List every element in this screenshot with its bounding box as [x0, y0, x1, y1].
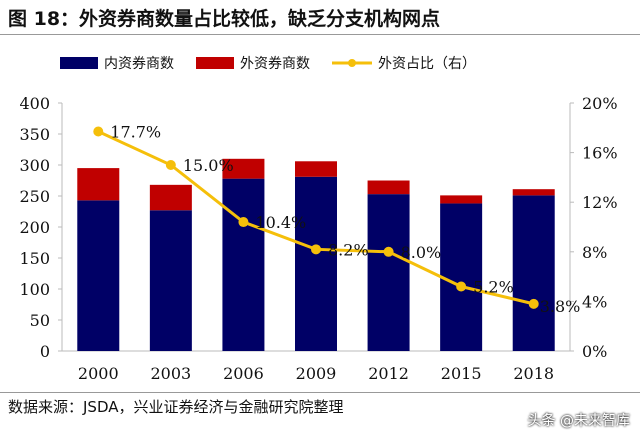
y-tick-label: 350 [19, 125, 50, 144]
x-tick-label: 2012 [368, 364, 409, 383]
y-tick-label: 300 [19, 156, 50, 175]
legend-label: 外资券商数 [240, 56, 310, 72]
bar-foreign [295, 161, 337, 177]
figure-title: 图 18：外资券商数量占比较低，缺乏分支机构网点 [8, 8, 441, 30]
bar-foreign [367, 180, 410, 195]
legend-item-share: 外资占比（右） [332, 53, 476, 73]
x-tick-label: 2015 [441, 364, 482, 383]
source-note: 数据来源：JSDA，兴业证券经济与金融研究院整理 [8, 398, 344, 416]
y2-tick-label: 12% [582, 193, 618, 212]
share-point [383, 246, 394, 257]
y-tick-label: 250 [19, 187, 50, 206]
legend-swatch-foreign [196, 57, 234, 69]
bar-domestic [440, 203, 483, 351]
x-tick-label: 2000 [78, 364, 119, 383]
bar-domestic [149, 210, 192, 351]
y-tick-label: 200 [19, 218, 50, 237]
watermark: 头条 @未来智库 [527, 413, 630, 429]
y2-tick-label: 16% [582, 144, 618, 163]
bar-domestic [367, 194, 410, 351]
bar-domestic [512, 195, 555, 351]
legend-item-foreign: 外资券商数 [196, 53, 310, 73]
y2-tick-label: 0% [582, 342, 607, 361]
y2-tick-label: 20% [582, 94, 618, 113]
bar-foreign [222, 158, 265, 179]
legend-label: 外资占比（右） [378, 56, 476, 72]
share-data-label: 17.7% [110, 123, 161, 142]
share-point [93, 126, 104, 137]
share-data-label: 15.0% [183, 156, 234, 175]
y-tick-label: 50 [30, 311, 50, 330]
x-tick-label: 2003 [150, 364, 191, 383]
y2-tick-label: 8% [582, 243, 607, 262]
divider [0, 392, 640, 393]
y-tick-label: 400 [19, 94, 50, 113]
share-data-label: 8.2% [328, 240, 369, 259]
share-data-label: 5.2% [473, 278, 514, 297]
x-tick-label: 2018 [513, 364, 554, 383]
share-point [528, 298, 539, 309]
legend-line-icon [332, 59, 372, 67]
bar-domestic [295, 176, 337, 351]
share-point [456, 281, 467, 292]
legend-swatch-domestic [60, 57, 98, 69]
x-tick-label: 2009 [296, 364, 337, 383]
legend: 内资券商数 外资券商数 外资占比（右） [60, 53, 476, 73]
x-tick-label: 2006 [223, 364, 264, 383]
share-point [165, 160, 176, 170]
share-point [311, 244, 321, 255]
share-point [238, 217, 249, 228]
divider [0, 34, 640, 35]
bar-domestic [222, 178, 265, 351]
legend-item-domestic: 内资券商数 [60, 53, 174, 73]
bar-foreign [77, 168, 120, 201]
y-tick-label: 150 [19, 249, 50, 268]
share-data-label: 8.0% [401, 243, 442, 262]
bar-domestic [77, 200, 120, 351]
bar-foreign [512, 189, 555, 196]
bar-foreign [440, 195, 483, 204]
share-data-label: 10.4% [255, 213, 306, 232]
share-data-label: 3.8% [540, 297, 581, 316]
bar-foreign [149, 184, 192, 211]
y-tick-label: 0 [40, 342, 50, 361]
y-tick-label: 100 [19, 280, 50, 299]
legend-label: 内资券商数 [104, 56, 174, 72]
y2-tick-label: 4% [582, 292, 607, 311]
